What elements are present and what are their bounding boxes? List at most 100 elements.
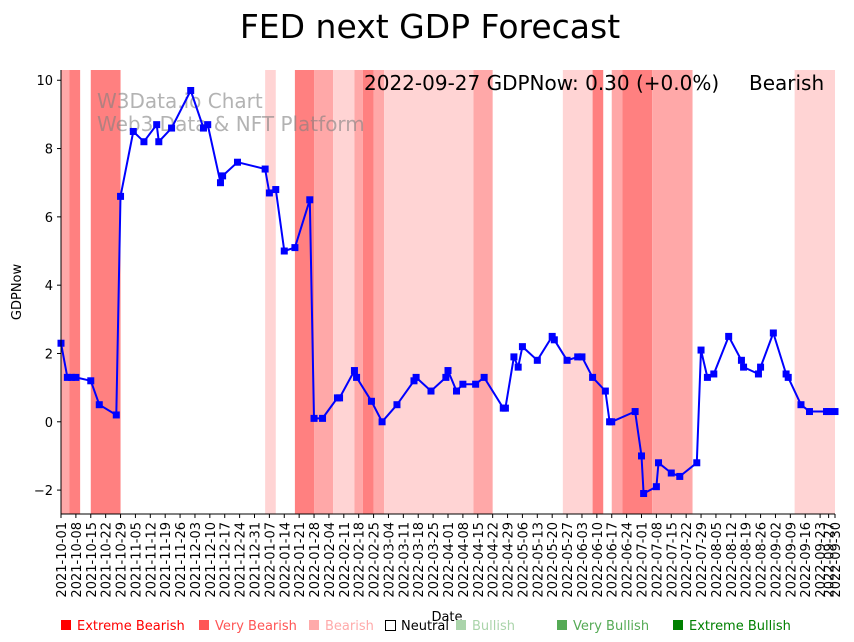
data-point-marker — [117, 192, 125, 200]
x-tick-label: 2021-12-24 — [234, 522, 249, 598]
data-point-marker — [608, 418, 616, 426]
data-point-marker — [72, 373, 80, 381]
x-tick-label: 2022-05-06 — [516, 522, 531, 598]
x-tick-label: 2021-10-22 — [100, 522, 115, 598]
x-tick-label: 2022-06-24 — [621, 522, 636, 598]
x-tick-label: 2022-04-08 — [457, 522, 472, 598]
x-axis-label: Date — [431, 610, 462, 625]
sentiment-band-bearish — [373, 70, 385, 514]
legend-swatch — [557, 620, 567, 630]
data-point-marker — [319, 414, 327, 422]
sentiment-band-light — [333, 70, 355, 514]
x-tick-label: 2022-07-08 — [650, 522, 665, 598]
x-tick-label: 2022-04-22 — [487, 522, 502, 598]
data-point-marker — [697, 346, 705, 354]
data-point-marker — [805, 408, 813, 416]
x-tick-label: 2021-12-31 — [249, 522, 264, 598]
legend-label: Extreme Bullish — [689, 619, 791, 634]
sentiment-band-light — [794, 70, 835, 514]
x-tick-label: 2022-05-20 — [546, 522, 561, 598]
data-point-marker — [336, 394, 344, 402]
sentiment-band-bearish — [61, 70, 70, 514]
legend-swatch — [673, 620, 683, 630]
x-tick-label: 2021-12-17 — [219, 522, 234, 598]
data-point-marker — [510, 353, 518, 361]
legend-swatch — [385, 620, 396, 631]
data-point-marker — [459, 380, 467, 388]
sentiment-text: Bearish — [749, 71, 824, 95]
x-tick-label: 2022-07-15 — [665, 522, 680, 598]
data-point-marker — [412, 373, 420, 381]
sentiment-band-light — [384, 70, 474, 514]
sentiment-band-very-bearish — [592, 70, 604, 514]
x-ticks: 2021-10-01 2021-10-08 2021-10-15 2021-10-22… — [55, 514, 844, 598]
status-annotation: 2022-09-27 GDPNow: 0.30 (+0.0%) Bearish — [364, 71, 824, 95]
legend-label: Extreme Bearish — [77, 619, 185, 634]
sentiment-band-very-bearish — [294, 70, 315, 514]
legend-swatch — [309, 620, 319, 630]
data-point-marker — [112, 411, 120, 419]
data-point-marker — [638, 452, 645, 460]
data-point-marker — [444, 367, 452, 375]
data-point-marker — [825, 408, 833, 416]
x-tick-label: 2022-09-16 — [799, 522, 814, 598]
y-ticks: −2 0 2 4 6 8 10 — [34, 74, 61, 499]
x-tick-label: 2022-03-18 — [412, 522, 427, 598]
data-point-marker — [265, 189, 273, 197]
x-tick-label: 2021-10-29 — [115, 522, 130, 598]
x-tick-label: 2022-07-29 — [695, 522, 710, 598]
legend-label: Bullish — [472, 619, 515, 634]
legend-swatch — [61, 620, 71, 630]
data-point-marker — [261, 165, 269, 173]
data-point-marker — [204, 121, 212, 129]
data-point-marker — [676, 472, 684, 480]
y-tick-label: 0 — [45, 416, 53, 431]
x-tick-label: 2021-10-15 — [85, 522, 100, 598]
data-point-marker — [272, 186, 280, 194]
data-point-marker — [574, 353, 582, 361]
data-point-marker — [280, 247, 288, 255]
watermark-line-1: W3Data.io Chart — [97, 89, 263, 113]
data-point-marker — [784, 373, 792, 381]
x-tick-label: 2021-11-12 — [144, 522, 159, 598]
x-tick-label: 2022-04-15 — [472, 522, 487, 598]
x-tick-label: 2022-05-13 — [531, 522, 546, 598]
watermark: W3Data.io Chart Web3 Data & NFT Platform — [97, 89, 365, 136]
x-tick-label: 2022-02-11 — [338, 522, 353, 598]
legend-label: Very Bearish — [215, 619, 297, 634]
data-point-marker — [168, 124, 176, 132]
x-tick-label: 2021-12-10 — [204, 522, 219, 598]
x-tick-label: 2022-03-11 — [397, 522, 412, 598]
data-point-marker — [754, 370, 762, 378]
data-point-marker — [514, 363, 522, 371]
legend-label: Neutral — [401, 619, 449, 634]
watermark-line-2: Web3 Data & NFT Platform — [97, 112, 365, 136]
data-point-marker — [153, 121, 161, 129]
data-point-marker — [769, 329, 777, 337]
legend-label: Very Bullish — [573, 619, 649, 634]
gdp-series — [57, 86, 839, 498]
data-point-marker — [63, 373, 71, 381]
data-point-marker — [831, 408, 839, 416]
x-tick-label: 2022-02-25 — [368, 522, 383, 598]
x-tick-label: 2022-08-26 — [755, 522, 770, 598]
x-tick-label: 2021-12-03 — [189, 522, 204, 598]
x-tick-label: 2022-01-28 — [308, 522, 323, 598]
y-tick-label: 10 — [36, 74, 53, 89]
data-point-marker — [652, 483, 660, 491]
data-point-marker — [601, 387, 609, 395]
sentiment-band-very-bearish — [362, 70, 374, 514]
legend-swatch — [456, 620, 466, 630]
data-point-marker — [578, 353, 586, 361]
y-tick-label: 8 — [45, 143, 53, 158]
x-tick-label: 2022-06-10 — [591, 522, 606, 598]
data-point-marker — [378, 418, 386, 426]
x-tick-label: 2022-06-03 — [576, 522, 591, 598]
data-point-marker — [757, 363, 765, 371]
y-axis-label: GDPNow — [10, 264, 25, 321]
x-tick-label: 2021-11-26 — [174, 522, 189, 598]
data-point-marker — [199, 124, 207, 132]
x-tick-label: 2022-01-14 — [278, 522, 293, 598]
x-tick-label: 2022-09-27 — [823, 522, 838, 598]
data-point-marker — [655, 459, 663, 467]
